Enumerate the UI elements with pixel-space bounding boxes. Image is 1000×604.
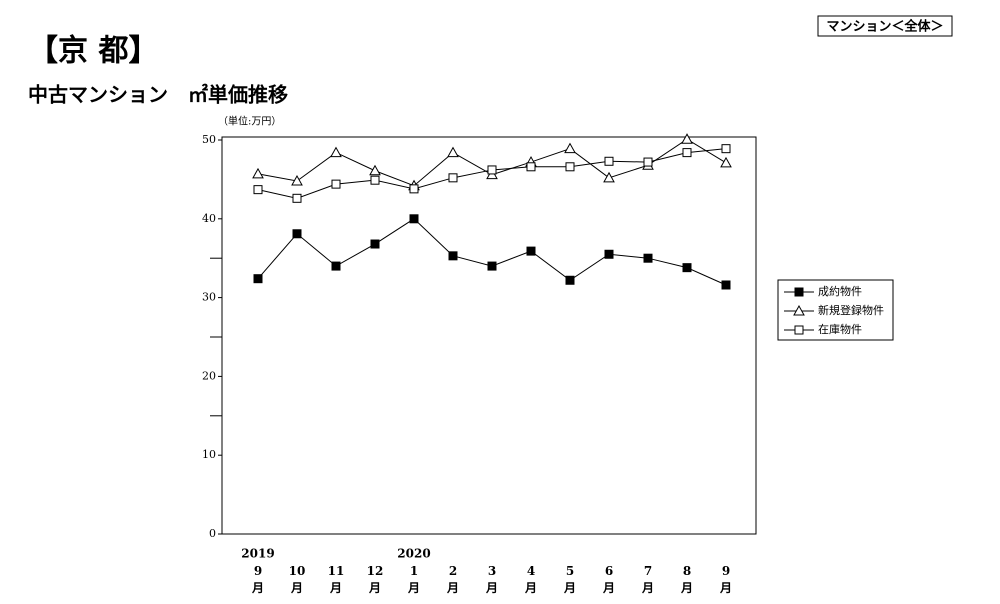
year-label: 2019 [241,547,274,561]
point [331,179,341,189]
y-tick-label: 40 [202,212,216,225]
point [487,261,497,271]
point [526,162,536,172]
point [682,263,692,273]
y-tick-label: 50 [202,133,216,146]
point [253,274,263,284]
legend-label: 在庫物件 [818,322,862,336]
point [291,174,303,186]
point [292,193,302,203]
point [603,171,615,183]
point [447,146,459,158]
point [564,142,576,154]
legend-label: 新規登録物件 [818,303,884,317]
legend-marker [794,287,804,297]
point [448,173,458,183]
point [252,167,264,179]
page-subtitle: 中古マンション ㎡単価推移 [28,83,288,107]
series-line [257,218,727,286]
point [487,165,497,175]
y-axis-label: （単位:万円） [218,115,281,128]
point [643,157,653,167]
legend-marker [793,304,805,316]
point [721,144,731,154]
x-tick-label: 10 月 [289,564,306,595]
point [292,229,302,239]
point [370,175,380,185]
point [409,184,419,194]
point [369,164,381,176]
y-tick-label: 30 [202,291,216,304]
point [330,146,342,158]
y-tick-label: 20 [202,369,216,382]
plot-frame [221,136,757,535]
point [370,239,380,249]
point [448,251,458,261]
y-tick-label: 10 [202,448,216,461]
page-title: 【京 都】 [28,34,158,69]
point [565,275,575,285]
point [682,148,692,158]
legend-marker [794,325,804,335]
point [720,156,732,168]
point [331,261,341,271]
annotation-box [817,15,953,37]
point [643,253,653,263]
point [681,133,693,144]
point [526,246,536,256]
point [253,185,263,195]
annotation: マンション＜全体＞ [826,19,943,35]
point [721,280,731,290]
point [604,249,614,259]
point [409,214,419,224]
point [565,162,575,172]
y-tick-label: 0 [209,527,216,540]
legend-label: 成約物件 [818,284,862,298]
x-tick-label: 12 月 [367,564,384,595]
point [604,156,614,166]
year-label: 2020 [397,547,430,561]
x-tick-label: 11 月 [328,564,345,595]
